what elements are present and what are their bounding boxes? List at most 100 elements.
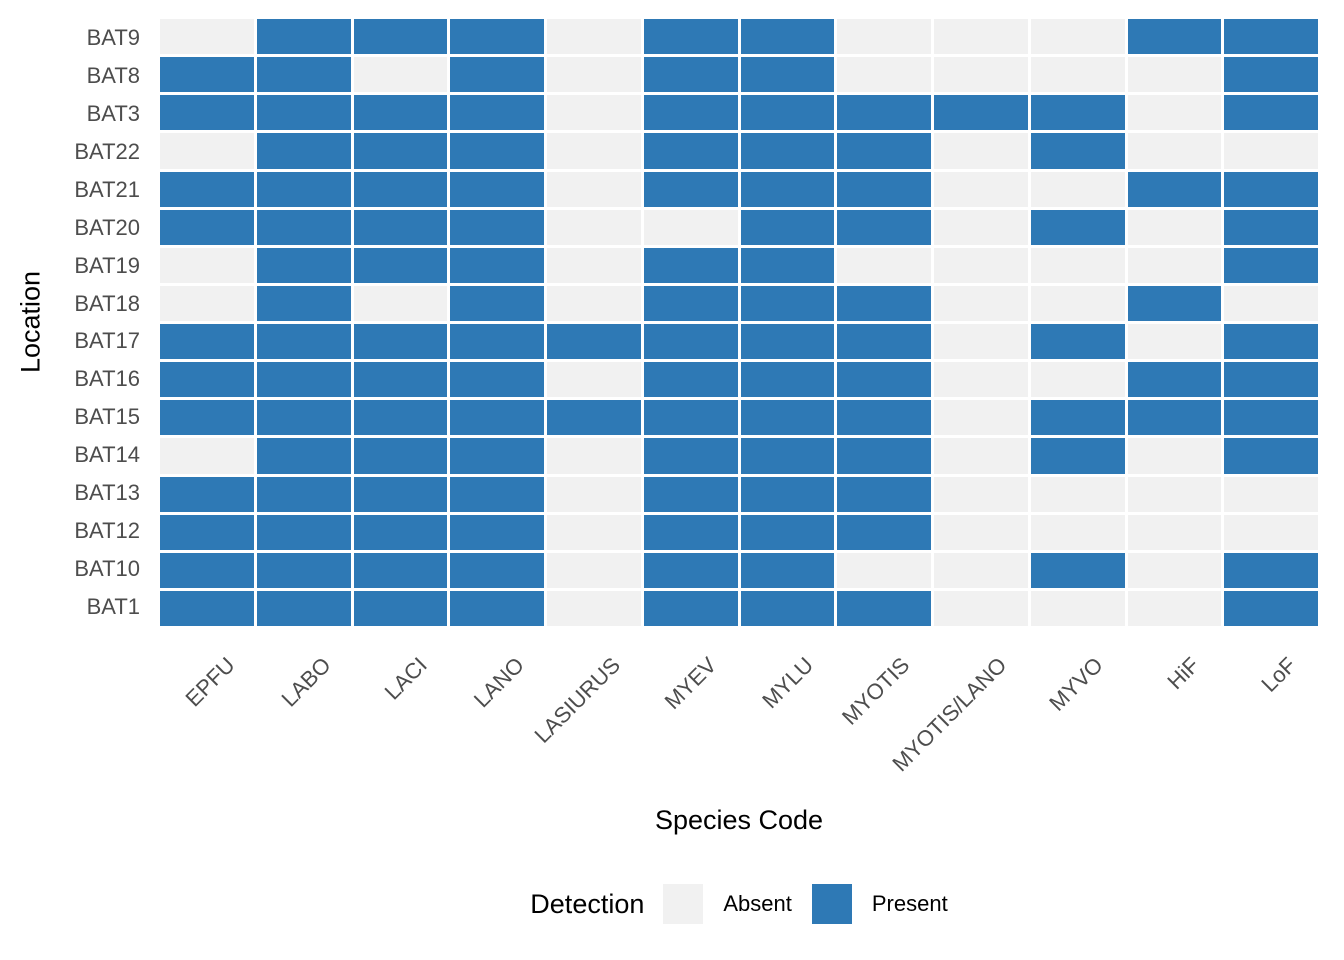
heatmap-cell (547, 476, 641, 512)
heatmap-cell (353, 171, 448, 207)
heatmap-cell (450, 362, 544, 398)
heatmap-cell (1224, 133, 1318, 169)
heatmap-cell (1224, 324, 1318, 360)
heatmap-cell (934, 438, 1028, 474)
heatmap-cell (740, 57, 835, 93)
x-tick-label: LASIURUS (529, 652, 626, 748)
x-axis-tick-labels: EPFU LABO LACI LANO LASIURUS MYEV MYLU MYOTIS MY… (160, 633, 1318, 803)
heatmap-cell (353, 285, 448, 321)
heatmap-cell (160, 57, 254, 93)
y-tick-label: BAT19 (74, 252, 140, 278)
heatmap-cell (1030, 590, 1125, 626)
heatmap-cell (547, 438, 641, 474)
heatmap-cell (643, 19, 738, 55)
heatmap-cell (643, 362, 738, 398)
heatmap-cell (1030, 400, 1125, 436)
heatmap-cell (160, 209, 254, 245)
heatmap-cell (256, 438, 351, 474)
heatmap-cell (547, 171, 641, 207)
heatmap-cell (837, 19, 931, 55)
heatmap-cell (256, 324, 351, 360)
heatmap-cell (160, 590, 254, 626)
heatmap-cell (353, 19, 448, 55)
heatmap-cell (1127, 552, 1222, 588)
heatmap-cell (160, 400, 254, 436)
heatmap-cell (837, 209, 931, 245)
legend: Detection Absent Present (160, 884, 1318, 924)
heatmap-cell (740, 552, 835, 588)
heatmap-cell (547, 209, 641, 245)
heatmap-cell (934, 400, 1028, 436)
heatmap-cell (643, 552, 738, 588)
heatmap-cell (1127, 209, 1222, 245)
heatmap-cell (643, 133, 738, 169)
heatmap-cell (353, 590, 448, 626)
heatmap-cell (934, 362, 1028, 398)
heatmap-cell (1030, 57, 1125, 93)
heatmap-cell (160, 95, 254, 131)
heatmap-cell (740, 400, 835, 436)
heatmap-cell (353, 514, 448, 550)
heatmap-cell (1224, 552, 1318, 588)
heatmap-cell (1224, 400, 1318, 436)
heatmap-cell (450, 438, 544, 474)
heatmap-cell (450, 324, 544, 360)
legend-key-present (811, 884, 852, 924)
heatmap-cell (1127, 95, 1222, 131)
x-tick-label: EPFU (180, 652, 240, 712)
heatmap-cell (1224, 209, 1318, 245)
heatmap-cell (256, 514, 351, 550)
heatmap-cell (160, 285, 254, 321)
heatmap-cell (643, 476, 738, 512)
y-tick-label: BAT1 (86, 594, 140, 620)
heatmap-cell (547, 19, 641, 55)
heatmap-cell (934, 171, 1028, 207)
y-tick-label: BAT13 (74, 480, 140, 506)
heatmap-cell (837, 324, 931, 360)
heatmap-cell (1030, 476, 1125, 512)
heatmap-cell (1224, 438, 1318, 474)
legend-key-absent (663, 884, 704, 924)
x-tick-label: MYLU (757, 652, 819, 714)
y-tick-label: BAT20 (74, 214, 140, 240)
legend-title: Detection (530, 888, 645, 919)
heatmap-cell (1224, 362, 1318, 398)
heatmap-cell (934, 285, 1028, 321)
heatmap-cell (934, 552, 1028, 588)
heatmap-cell (160, 133, 254, 169)
x-axis-title: Species Code (654, 805, 824, 835)
heatmap-cell (1030, 438, 1125, 474)
heatmap-cell (353, 438, 448, 474)
heatmap-cell (256, 476, 351, 512)
y-tick-label: BAT21 (74, 176, 140, 202)
heatmap-cell (740, 590, 835, 626)
heatmap-cell (1127, 324, 1222, 360)
heatmap-cell (1127, 476, 1222, 512)
heatmap-cell (547, 514, 641, 550)
heatmap-cell (934, 95, 1028, 131)
heatmap-cell (353, 209, 448, 245)
heatmap-cell (256, 247, 351, 283)
heatmap-cell (837, 285, 931, 321)
heatmap-cell (643, 247, 738, 283)
heatmap-cell (837, 57, 931, 93)
heatmap-cell (1030, 285, 1125, 321)
heatmap-cell (740, 514, 835, 550)
heatmap-cell (1030, 19, 1125, 55)
heatmap-cell (256, 209, 351, 245)
heatmap-cell (353, 476, 448, 512)
heatmap-cell (934, 590, 1028, 626)
y-tick-label: BAT3 (86, 100, 140, 126)
heatmap-cell (1224, 57, 1318, 93)
heatmap-cell (256, 590, 351, 626)
heatmap-cell (643, 438, 738, 474)
heatmap-cell (837, 476, 931, 512)
heatmap-cell (547, 285, 641, 321)
y-tick-label: BAT18 (74, 290, 140, 316)
heatmap-cell (547, 133, 641, 169)
heatmap-cell (160, 438, 254, 474)
heatmap-cell (1224, 19, 1318, 55)
heatmap-cell (450, 209, 544, 245)
x-tick-label: LACI (379, 652, 433, 705)
y-axis-tick-labels: BAT9 BAT8 BAT3 BAT22 BAT21 BAT20 BAT19 BAT18 BAT… (0, 19, 140, 626)
